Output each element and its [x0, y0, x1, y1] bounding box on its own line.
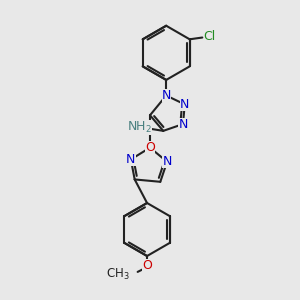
Text: CH$_3$: CH$_3$	[106, 267, 130, 282]
Text: O: O	[142, 259, 152, 272]
Text: N: N	[161, 89, 171, 102]
Text: N: N	[178, 118, 188, 130]
Text: N: N	[162, 155, 172, 168]
Text: Cl: Cl	[204, 30, 216, 43]
Text: NH$_2$: NH$_2$	[127, 120, 152, 135]
Text: N: N	[180, 98, 189, 111]
Text: N: N	[126, 153, 136, 166]
Text: O: O	[145, 141, 155, 154]
